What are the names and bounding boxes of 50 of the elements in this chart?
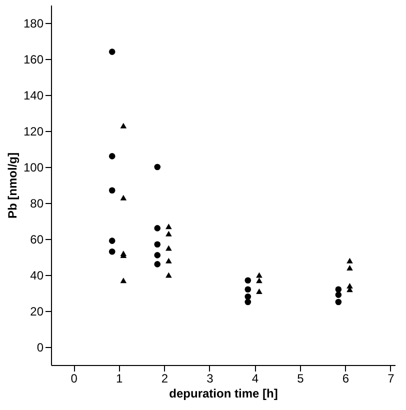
- point: [256, 272, 262, 278]
- point: [256, 288, 262, 294]
- x-tick-label: 1: [116, 372, 124, 386]
- x-tick-label: 2: [161, 372, 168, 386]
- x-tick-label: 6: [342, 372, 350, 386]
- y-tick-label: 20: [30, 304, 44, 318]
- y-tick-label: 180: [23, 16, 44, 30]
- point: [166, 245, 172, 251]
- point: [154, 241, 161, 248]
- y-tick-label: 0: [36, 340, 44, 354]
- point: [244, 277, 252, 284]
- point: [166, 230, 172, 236]
- point: [166, 272, 172, 278]
- point: [154, 261, 161, 268]
- y-tick-label: 80: [30, 196, 44, 210]
- y-tick-label: 100: [23, 160, 44, 174]
- point: [108, 238, 116, 244]
- y-tick-label: 60: [30, 232, 44, 246]
- x-tick-label: 5: [297, 372, 304, 386]
- point: [346, 258, 353, 264]
- point: [166, 258, 172, 264]
- point: [108, 153, 116, 160]
- x-tick-label: 7: [388, 372, 395, 386]
- y-axis-title: Pb [nmol/g]: [5, 152, 20, 218]
- point: [120, 278, 127, 284]
- point: [335, 286, 342, 293]
- point: [154, 252, 161, 258]
- point: [166, 224, 172, 230]
- point: [335, 292, 342, 298]
- x-tick-label: 3: [206, 372, 214, 386]
- y-tick-label: 160: [23, 52, 44, 66]
- point: [108, 48, 116, 55]
- y-tick-label: 140: [23, 88, 44, 102]
- point: [335, 298, 342, 306]
- point: [244, 298, 252, 306]
- point: [244, 293, 252, 300]
- point: [256, 278, 262, 284]
- x-axis-title: depuration time [h]: [169, 386, 278, 400]
- point: [244, 286, 252, 293]
- point: [108, 248, 116, 255]
- point: [346, 265, 353, 271]
- point: [154, 164, 161, 170]
- x-tick-label: 0: [70, 372, 78, 386]
- point: [108, 187, 116, 194]
- x-tick-label: 4: [252, 372, 259, 386]
- y-tick-label: 120: [23, 124, 44, 138]
- y-tick-label: 40: [30, 268, 44, 282]
- point: [154, 225, 161, 232]
- point: [120, 122, 127, 128]
- point: [120, 194, 127, 200]
